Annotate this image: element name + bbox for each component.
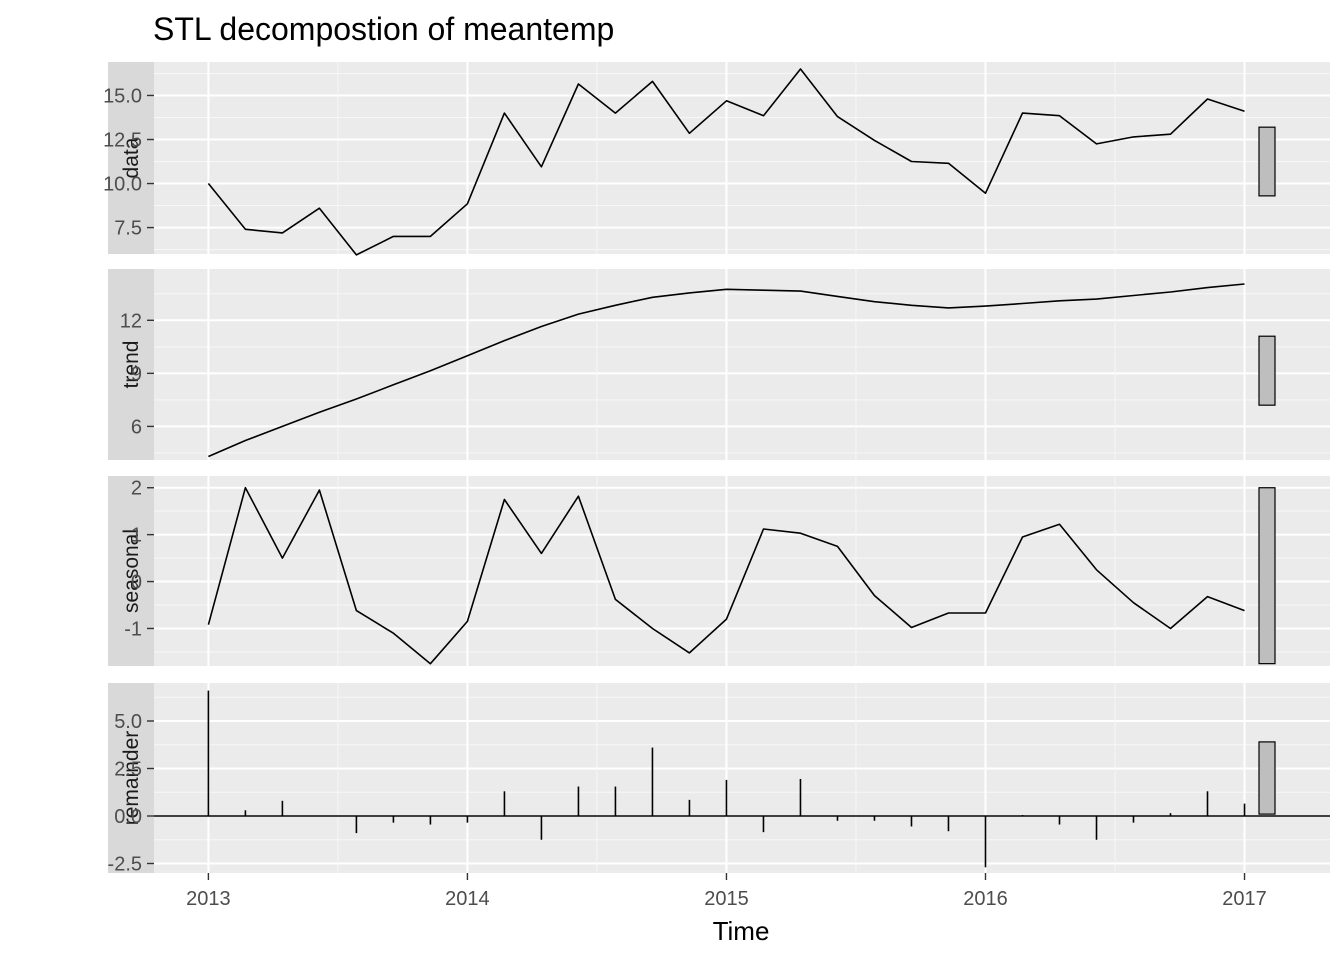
y-tick-label-seasonal: -1 — [124, 618, 142, 640]
y-tick-label-seasonal: 1 — [131, 525, 142, 547]
y-tick-label-data: 12.5 — [103, 130, 142, 152]
panel-background-trend — [154, 269, 1330, 460]
y-tick-label-trend: 6 — [131, 416, 142, 438]
x-tick-label: 2015 — [704, 888, 749, 910]
y-tick-label-remainder: 5.0 — [114, 711, 142, 733]
chart-title: STL decompostion of meantemp — [153, 11, 614, 47]
panel-background-data — [154, 62, 1330, 254]
strip-remainder — [108, 683, 154, 873]
y-tick-label-remainder: 0.0 — [114, 806, 142, 828]
series-line-seasonal — [207, 486, 1245, 665]
panel-background-seasonal — [154, 476, 1330, 666]
strip-label-data: data — [120, 137, 143, 178]
series-line-data — [207, 68, 1245, 256]
panel-remainder: remainder -2.5 0.0 2.5 5.0 — [108, 683, 1330, 876]
y-tick-label-remainder: -2.5 — [108, 854, 142, 876]
x-tick-label: 2017 — [1222, 888, 1267, 910]
x-tick-label: 2013 — [186, 888, 231, 910]
scale-bar-data — [1258, 126, 1276, 197]
panel-data: data 7.5 10.0 12.5 15.0 — [103, 62, 1330, 256]
scale-bar-remainder — [1258, 741, 1276, 815]
strip-label-remainder: remainder — [120, 731, 143, 826]
strip-data — [108, 62, 154, 254]
panel-seasonal: seasonal -1 0 1 2 — [108, 476, 1330, 666]
y-tick-label-data: 10.0 — [103, 174, 142, 196]
y-tick-label-trend: 9 — [131, 363, 142, 385]
strip-label-seasonal: seasonal — [120, 529, 143, 613]
strip-trend — [108, 269, 154, 460]
y-tick-label-seasonal: 0 — [131, 572, 142, 594]
panel-background-remainder — [154, 683, 1330, 873]
y-tick-label-trend: 12 — [120, 310, 142, 332]
x-tick-label: 2014 — [445, 888, 490, 910]
y-tick-label-data: 7.5 — [114, 218, 142, 240]
y-tick-label-data: 15.0 — [103, 85, 142, 107]
x-tick-label: 2016 — [963, 888, 1008, 910]
strip-label-trend: trend — [120, 341, 143, 389]
scale-bar-seasonal — [1258, 487, 1276, 665]
x-axis: 2013 2014 2015 2016 2017 — [186, 873, 1267, 910]
y-tick-label-seasonal: 2 — [131, 478, 142, 500]
x-axis-title: Time — [713, 916, 770, 946]
series-line-trend — [208, 283, 1245, 458]
panels-group: data7.510.012.515.0trend6912seasonal-101… — [103, 62, 1330, 876]
panel-trend: trend 6 9 12 — [108, 269, 1330, 460]
strip-seasonal — [108, 476, 154, 666]
y-tick-label-remainder: 2.5 — [114, 759, 142, 781]
scale-bar-trend — [1258, 335, 1276, 406]
